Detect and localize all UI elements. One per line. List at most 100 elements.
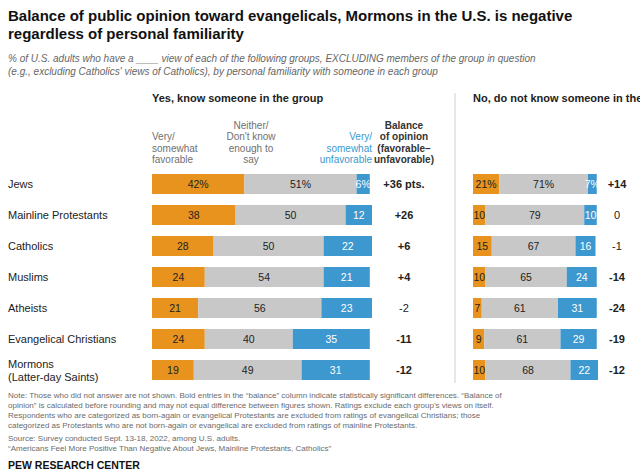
data-label: 54 bbox=[258, 271, 270, 283]
bar-segment bbox=[293, 329, 370, 349]
data-label: 49 bbox=[242, 364, 254, 376]
data-label: 7 bbox=[474, 302, 480, 314]
bar-segment bbox=[152, 360, 194, 380]
report: “Americans Feel More Positive Than Negat… bbox=[8, 444, 331, 453]
bar-segment bbox=[194, 360, 302, 380]
bar-segment bbox=[486, 360, 571, 380]
legend-entry: Very/somewhatunfavorable bbox=[320, 131, 373, 165]
data-label: 65 bbox=[520, 271, 532, 283]
bar-segment bbox=[558, 298, 597, 318]
bar-segment bbox=[152, 267, 205, 287]
title: Balance of public opinion toward evangel… bbox=[8, 7, 572, 24]
data-label: 42% bbox=[188, 178, 209, 190]
legend-entry-line: Very/ bbox=[152, 131, 175, 142]
bar-segment bbox=[571, 360, 599, 380]
bar-segment bbox=[499, 174, 588, 194]
data-label: 10 bbox=[473, 364, 485, 376]
bar-segment bbox=[357, 174, 370, 194]
note: categorized as Protestants who are not b… bbox=[8, 421, 417, 430]
data-label: 10 bbox=[473, 271, 485, 283]
title: regardless of personal familiarity bbox=[8, 25, 245, 42]
data-label: 67 bbox=[528, 240, 540, 252]
bar-segment bbox=[152, 329, 205, 349]
legend-entry-line: enough to bbox=[229, 143, 274, 154]
category-label: Mormons(Latter-day Saints) bbox=[8, 358, 98, 383]
legend-entry-line: Very/ bbox=[349, 131, 372, 142]
data-label: 19 bbox=[167, 364, 179, 376]
data-labels: 21%71%7%10791015671610652476131961291068… bbox=[473, 178, 600, 376]
balance-value: -19 bbox=[609, 333, 625, 345]
balance-value: -2 bbox=[399, 302, 409, 314]
panel-title: No, do not know someone in the group bbox=[473, 92, 640, 104]
bar-segment bbox=[214, 236, 324, 256]
bars bbox=[473, 174, 598, 380]
category-label: Catholics bbox=[8, 240, 54, 252]
balance-value: 0 bbox=[614, 209, 620, 221]
bar-segment bbox=[486, 267, 567, 287]
balance-value: +4 bbox=[398, 271, 411, 283]
category-label: Evangelical Christians bbox=[8, 333, 117, 345]
data-label: 51% bbox=[290, 178, 311, 190]
data-label: 23 bbox=[341, 302, 353, 314]
bar-segment bbox=[205, 267, 324, 287]
bar-segment bbox=[473, 205, 486, 225]
bar-segment bbox=[484, 329, 560, 349]
balance-value: +14 bbox=[608, 178, 628, 190]
balance-value: -14 bbox=[609, 271, 626, 283]
balance-value: +36 pts. bbox=[383, 178, 424, 190]
balance-value: -24 bbox=[609, 302, 626, 314]
bar-segment bbox=[473, 267, 486, 287]
note: Respondents who are categorized as born-… bbox=[8, 411, 481, 420]
bar-segment bbox=[152, 205, 236, 225]
data-label: 35 bbox=[325, 333, 337, 345]
category-label: Muslims bbox=[8, 271, 49, 283]
source: Source: Survey conducted Sept. 13-18, 20… bbox=[8, 434, 240, 443]
data-label: 28 bbox=[177, 240, 189, 252]
data-label: 50 bbox=[263, 240, 275, 252]
panel-divider bbox=[455, 93, 456, 383]
bar-segment bbox=[321, 298, 372, 318]
data-label: 24 bbox=[576, 271, 588, 283]
data-labels: 42%51%6%38501228502224542121562324403519… bbox=[167, 178, 371, 376]
data-label: 22 bbox=[578, 364, 590, 376]
bar-segment bbox=[473, 298, 482, 318]
data-label: 24 bbox=[173, 271, 185, 283]
note: Note: Those who did not answer are not s… bbox=[8, 391, 503, 400]
category-label: Mainline Protestants bbox=[8, 209, 108, 221]
data-label: 29 bbox=[573, 333, 585, 345]
legend-entry: Neither/Don't knowenough tosay bbox=[226, 120, 276, 166]
bar-segment bbox=[244, 174, 356, 194]
data-label: 15 bbox=[477, 240, 489, 252]
bar-segment bbox=[236, 205, 346, 225]
data-label: 22 bbox=[342, 240, 354, 252]
data-label: 71% bbox=[533, 178, 554, 190]
data-label: 56 bbox=[254, 302, 266, 314]
balance-value: -1 bbox=[612, 240, 622, 252]
bar-segment bbox=[473, 236, 492, 256]
data-label: 50 bbox=[285, 209, 297, 221]
bar-segment bbox=[198, 298, 321, 318]
bar-segment bbox=[152, 298, 198, 318]
data-label: 40 bbox=[243, 333, 255, 345]
data-label: 38 bbox=[188, 209, 200, 221]
bar-segment bbox=[302, 360, 370, 380]
balance-value: -11 bbox=[396, 333, 411, 345]
category-label: Jews bbox=[8, 178, 34, 190]
bar-segment bbox=[576, 236, 596, 256]
legend-entry-line: somewhat bbox=[326, 143, 372, 154]
subtitle: (e.g., excluding Catholics' views of Cat… bbox=[8, 66, 438, 77]
bar-segment bbox=[324, 267, 370, 287]
data-label: 12 bbox=[353, 209, 365, 221]
bar-segment bbox=[486, 205, 585, 225]
category-label: Atheists bbox=[8, 302, 48, 314]
bar-segment bbox=[561, 329, 597, 349]
balance-value: +6 bbox=[398, 240, 411, 252]
bar-segment bbox=[492, 236, 576, 256]
legend-entry: Very/somewhatfavorable bbox=[152, 131, 198, 165]
data-label: 16 bbox=[580, 240, 592, 252]
bars bbox=[152, 174, 372, 380]
bar-segment bbox=[346, 205, 372, 225]
bar-segment bbox=[152, 236, 214, 256]
balance-header-line: unfavorable) bbox=[374, 154, 434, 165]
balance-header-line: (favorable– bbox=[377, 143, 431, 154]
